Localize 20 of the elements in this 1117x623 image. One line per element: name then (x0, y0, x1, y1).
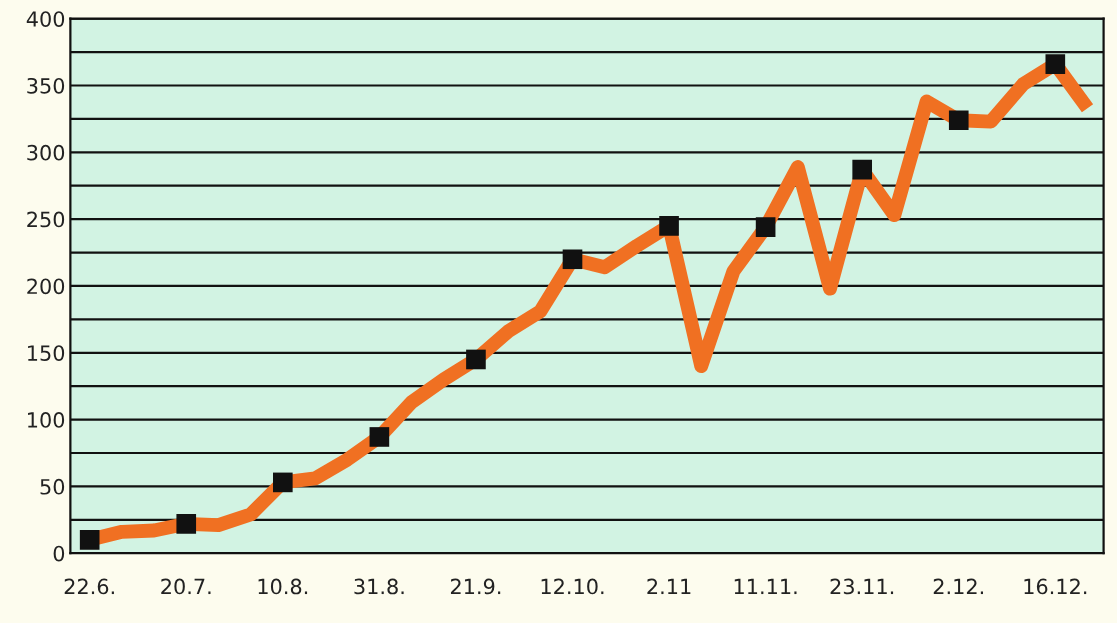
x-tick-label: 16.12. (1024, 578, 1087, 595)
x-tick-label: 21.9. (450, 578, 501, 595)
y-tick-label: 350 (27, 77, 65, 94)
y-tick-label: 0 (53, 545, 65, 562)
x-tick-label: 31.8. (354, 578, 404, 595)
x-tick-label: 2.11 (647, 578, 691, 595)
y-tick-label: 50 (40, 478, 65, 495)
y-tick-label: 200 (27, 278, 65, 295)
x-tick-label: 11.11. (734, 578, 797, 595)
x-tick-label: 2.12. (933, 578, 984, 595)
x-tick-label: 10.8. (258, 578, 308, 595)
y-tick-label: 300 (27, 144, 65, 161)
x-tick-label: 20.7. (161, 578, 211, 595)
x-tick-label: 23.11. (830, 578, 894, 595)
y-tick-label: 100 (28, 412, 65, 428)
y-tick-label: 250 (27, 211, 65, 228)
y-tick-label: 150 (28, 345, 65, 361)
y-tick-label: 400 (26, 11, 65, 27)
x-tick-label: 22.6. (64, 578, 114, 595)
x-tick-label: 12.10. (541, 578, 604, 595)
